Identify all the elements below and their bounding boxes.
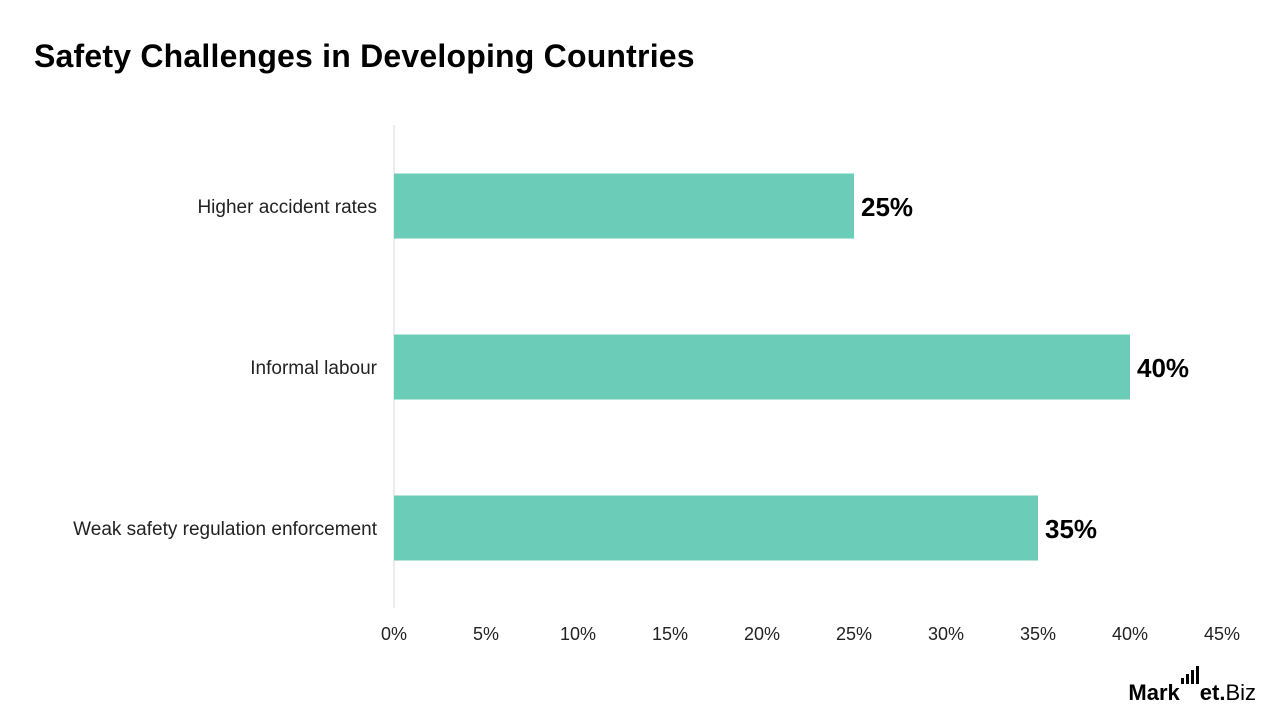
category-label-2: Weak safety regulation enforcement: [73, 519, 378, 540]
x-tick-label-8: 40%: [1112, 624, 1148, 644]
bar-2: [394, 495, 1038, 561]
x-tick-label-7: 35%: [1020, 624, 1056, 644]
category-labels: Higher accident rates Informal labour Weak…: [73, 197, 378, 540]
bars-group: [394, 173, 1130, 561]
x-tick-label-5: 25%: [836, 624, 872, 644]
bar-1: [394, 334, 1130, 400]
data-label-0: 25%: [861, 192, 913, 222]
data-labels: 25% 40% 35%: [861, 192, 1189, 544]
category-label-1: Informal labour: [250, 358, 377, 379]
x-tick-label-1: 5%: [473, 624, 499, 644]
bar-chart: Higher accident rates Informal labour Weak…: [73, 125, 1240, 644]
x-tick-labels: 0% 5% 10% 15% 20% 25% 30% 35% 40% 45%: [381, 624, 1240, 644]
x-tick-label-3: 15%: [652, 624, 688, 644]
x-tick-label-9: 45%: [1204, 624, 1240, 644]
logo-bars-icon: [1180, 666, 1199, 684]
chart-title: Safety Challenges in Developing Countrie…: [34, 38, 695, 74]
bar-0: [394, 173, 854, 239]
marketbiz-logo: Mark et. Biz: [1128, 666, 1256, 706]
x-tick-label-4: 20%: [744, 624, 780, 644]
x-tick-label-0: 0%: [381, 624, 407, 644]
x-tick-label-6: 30%: [928, 624, 964, 644]
data-label-1: 40%: [1137, 353, 1189, 383]
data-label-2: 35%: [1045, 514, 1097, 544]
x-tick-label-2: 10%: [560, 624, 596, 644]
category-label-0: Higher accident rates: [197, 197, 377, 218]
